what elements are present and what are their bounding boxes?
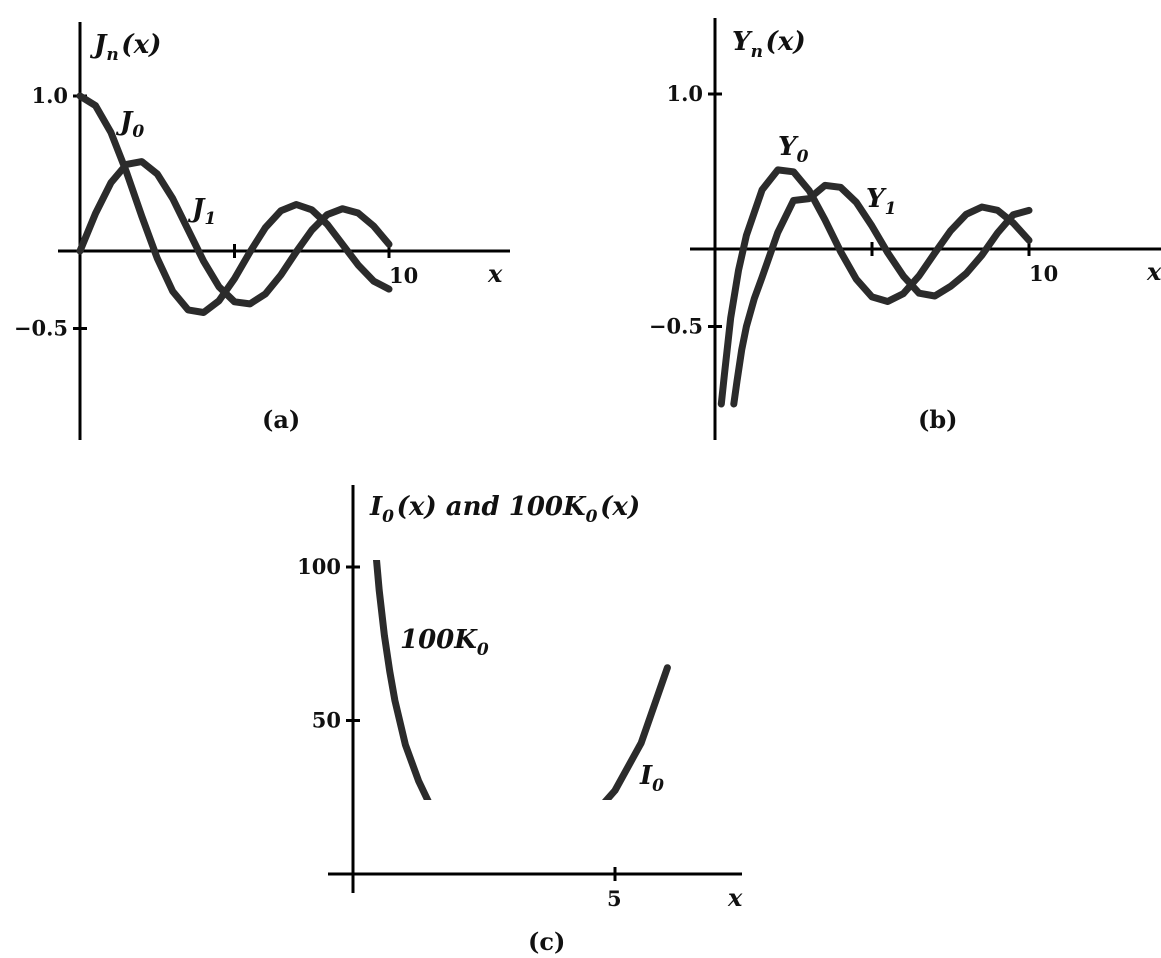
ylabel-a: Jn (x) [89, 30, 161, 65]
series-line-I0 [601, 664, 671, 800]
series-line-Y1 [730, 181, 1033, 408]
xlabel-a: x [487, 259, 503, 288]
series-label-J0: J0 [115, 107, 147, 142]
series-line-Y0 [717, 166, 1033, 408]
x-tick-label: 10 [389, 263, 418, 288]
y-tick-label: 100 [297, 554, 341, 579]
series-label-Y1: Y1 [866, 184, 899, 219]
series-label-Y0: Y0 [778, 132, 811, 167]
series-line-J1 [76, 158, 393, 308]
chart-panel-b: 10 1.0 −0.5 Yn (x) Y0 Y1 x (b) [649, 18, 1161, 440]
series-line-100K0 [372, 560, 432, 800]
y-tick-label: 50 [312, 708, 341, 733]
series-label-I0: I0 [639, 761, 667, 796]
caption-b: (b) [918, 405, 958, 434]
xlabel-c: x [727, 883, 743, 912]
x-tick-label: 5 [607, 886, 622, 911]
caption-c: (c) [528, 927, 565, 956]
series-label-J1: J1 [187, 194, 219, 229]
y-tick-label: −0.5 [649, 314, 703, 339]
ylabel-c: I0 (x) and 100K0 (x) [369, 492, 640, 527]
series-label-100K0: 100K0 [400, 625, 491, 660]
chart-panel-c: 5 100 50 I0 (x) and 100K0 (x) 100K0 I0 x (… [297, 485, 743, 956]
x-tick-label: 10 [1029, 261, 1058, 286]
ylabel-b: Yn (x) [732, 27, 806, 62]
y-tick-label: −0.5 [14, 316, 68, 341]
chart-panel-a: 10 1.0 −0.5 Jn (x) J0 J1 x (a) [14, 22, 510, 440]
y-tick-label: 1.0 [666, 81, 703, 106]
series-line-J0 [76, 92, 393, 316]
y-tick-label: 1.0 [31, 83, 68, 108]
caption-a: (a) [262, 405, 300, 434]
xlabel-b: x [1146, 257, 1161, 286]
